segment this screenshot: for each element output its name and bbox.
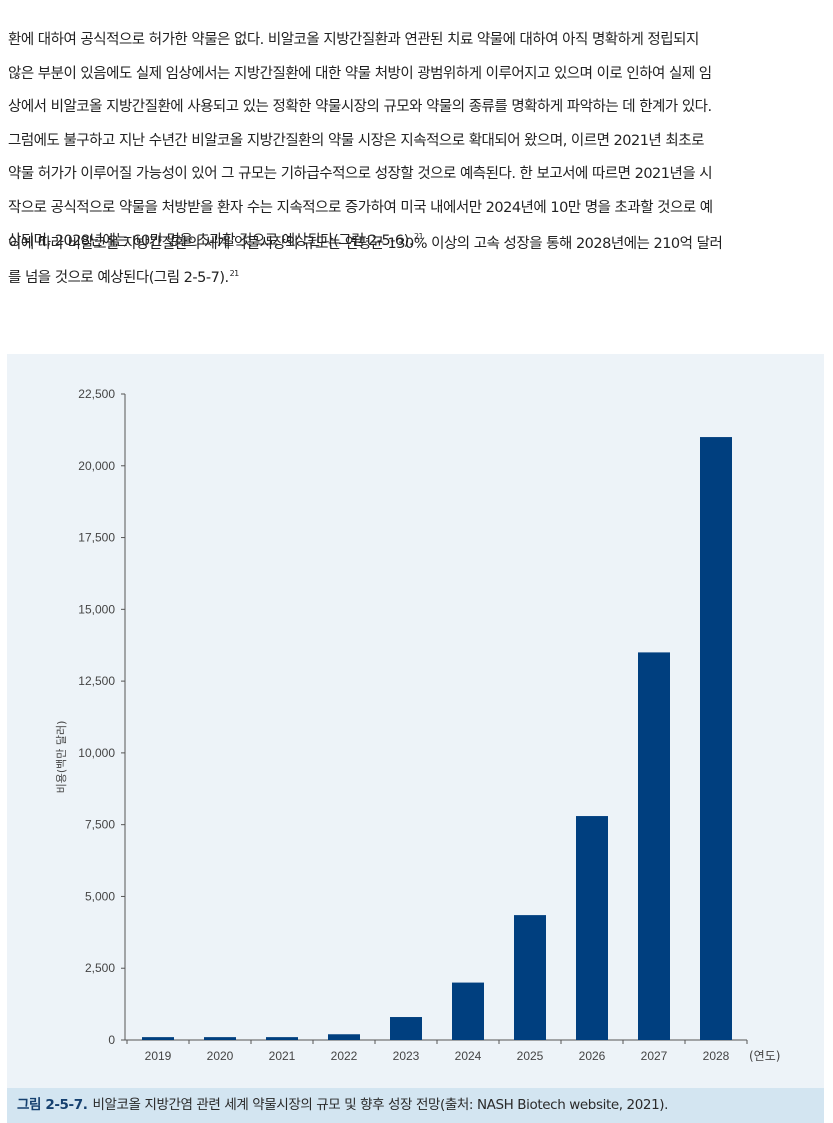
- bar-2020: [204, 1037, 236, 1040]
- y-tick-label: 5,000: [85, 889, 115, 903]
- x-tick-label: 2020: [207, 1049, 234, 1063]
- paragraph-1-line-text: 않은 부분이 있음에도 실제 임상에서는 지방간질환에 대한 약물 처방이 광범…: [8, 65, 712, 82]
- x-tick-label: 2025: [517, 1049, 544, 1063]
- y-axis-label: 비용(백만 달러): [55, 721, 68, 794]
- x-tick-label: 2024: [455, 1049, 482, 1063]
- bar-2021: [266, 1037, 298, 1040]
- y-tick-label: 2,500: [85, 961, 115, 975]
- paragraph-2-line-text: 를 넘을 것으로 예상된다(그림 2-5-7).: [8, 269, 229, 286]
- bar-2028: [700, 437, 732, 1040]
- bar-2022: [328, 1034, 360, 1040]
- bar-2027: [638, 652, 670, 1040]
- x-tick-label: 2023: [393, 1049, 420, 1063]
- bar-2026: [576, 816, 608, 1040]
- y-tick-label: 22,500: [78, 387, 115, 401]
- x-tick-label: 2026: [579, 1049, 606, 1063]
- paragraph-1-line-text: 환에 대하여 공식적으로 허가한 약물은 없다. 비알코올 지방간질환과 연관된…: [8, 32, 699, 48]
- x-tick-label: 2019: [145, 1049, 172, 1063]
- y-tick-label: 12,500: [78, 674, 115, 688]
- y-tick-label: 15,000: [78, 602, 115, 616]
- paragraph-1-line-text: 상에서 비알코올 지방간질환에 사용되고 있는 정확한 약물시장의 규모와 약물…: [8, 99, 712, 115]
- paragraph-1-line-text: 약물 허가가 이루어질 가능성이 있어 그 규모는 기하급수적으로 성장할 것으…: [8, 166, 713, 182]
- paragraph-1-line: 환에 대하여 공식적으로 허가한 약물은 없다. 비알코올 지방간질환과 연관된…: [8, 24, 828, 58]
- caption-text: 비알코올 지방간염 관련 세계 약물시장의 규모 및 향후 성장 전망(출처: …: [92, 1097, 669, 1113]
- bar-2019: [142, 1037, 174, 1040]
- chart-figure: 0 2,500 5,000 7,500 10,000 12,500 15,000 17,500…: [7, 354, 824, 1123]
- paragraph-1-line-text: 그럼에도 불구하고 지난 수년간 비알코올 지방간질환의 약물 시장은 지속적으…: [8, 132, 704, 149]
- paragraph-2-line-text: 이에 따라 비알코올 지방간질환의 세계 약물시장의 규모는 연평균 130% …: [8, 236, 723, 252]
- x-tick-label: 2021: [269, 1049, 296, 1063]
- body-paragraph-2: 이에 따라 비알코올 지방간질환의 세계 약물시장의 규모는 연평균 130% …: [8, 228, 828, 295]
- paragraph-1-line-text: 작으로 공식적으로 약물을 처방받을 환자 수는 지속적으로 증가하여 미국 내…: [8, 199, 713, 216]
- reference-superscript: 21: [413, 232, 424, 242]
- paragraph-1-line-text: 상되며, 2028년에는 60만 명을 초과할 것으로 예상된다(그림 2-5-…: [8, 233, 413, 249]
- x-tick-label: 2022: [331, 1049, 358, 1063]
- reference-superscript: 21: [229, 268, 240, 278]
- x-tick-label: 2028: [703, 1049, 730, 1063]
- paragraph-1-line: 그럼에도 불구하고 지난 수년간 비알코올 지방간질환의 약물 시장은 지속적으…: [8, 125, 828, 159]
- body-paragraph-1: 환에 대하여 공식적으로 허가한 약물은 없다. 비알코올 지방간질환과 연관된…: [8, 24, 828, 259]
- market-size-bar-chart: 0 2,500 5,000 7,500 10,000 12,500 15,000 17,500…: [55, 387, 780, 1063]
- paragraph-1-line: 상에서 비알코올 지방간질환에 사용되고 있는 정확한 약물시장의 규모와 약물…: [8, 91, 828, 125]
- y-tick-label: 20,000: [78, 459, 115, 473]
- paragraph-2-line: 를 넘을 것으로 예상된다(그림 2-5-7).21: [8, 262, 828, 296]
- bar-2023: [390, 1017, 422, 1040]
- paragraph-1-line: 약물 허가가 이루어질 가능성이 있어 그 규모는 기하급수적으로 성장할 것으…: [8, 158, 828, 192]
- y-tick-label: 0: [108, 1033, 115, 1047]
- bar-2024: [452, 982, 484, 1040]
- y-tick-label: 7,500: [85, 818, 115, 832]
- paragraph-1-line: 상되며, 2028년에는 60만 명을 초과할 것으로 예상된다(그림 2-5-…: [8, 225, 828, 259]
- y-tick-label: 10,000: [78, 746, 115, 760]
- figure-number: 그림 2-5-7.: [17, 1097, 88, 1113]
- x-axis-label: (연도): [749, 1049, 780, 1063]
- bar-2025: [514, 915, 546, 1040]
- y-tick-label: 17,500: [78, 531, 115, 545]
- paragraph-1-line: 작으로 공식적으로 약물을 처방받을 환자 수는 지속적으로 증가하여 미국 내…: [8, 192, 828, 226]
- paragraph-2-line: 이에 따라 비알코올 지방간질환의 세계 약물시장의 규모는 연평균 130% …: [8, 228, 828, 262]
- paragraph-1-line: 않은 부분이 있음에도 실제 임상에서는 지방간질환에 대한 약물 처방이 광범…: [8, 58, 828, 92]
- x-tick-label: 2027: [641, 1049, 668, 1063]
- figure-caption: 그림 2-5-7. 비알코올 지방간염 관련 세계 약물시장의 규모 및 향후 성…: [7, 1088, 824, 1123]
